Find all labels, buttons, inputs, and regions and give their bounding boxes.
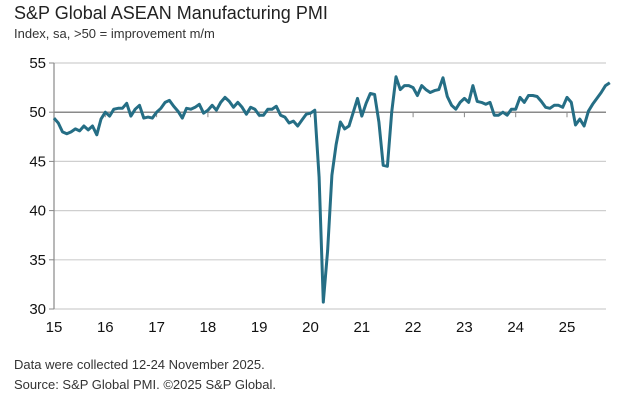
x-tick-label: 22 [405,319,422,336]
x-tick-label: 23 [456,319,473,336]
collection-note: Data were collected 12-24 November 2025. [14,357,265,372]
chart-subtitle: Index, sa, >50 = improvement m/m [14,26,215,41]
x-tick-label: 19 [251,319,268,336]
y-tick-label: 30 [29,301,46,318]
x-tick-label: 17 [148,319,165,336]
y-tick-label: 35 [29,252,46,269]
y-tick-label: 40 [29,203,46,220]
x-tick-label: 15 [46,319,63,336]
x-tick-label: 16 [97,319,114,336]
y-tick-label: 50 [29,104,46,121]
y-tick-label: 55 [29,55,46,72]
x-tick-label: 24 [507,319,524,336]
x-tick-label: 21 [353,319,370,336]
x-tick-label: 20 [302,319,319,336]
x-tick-label: 25 [559,319,576,336]
y-tick-label: 45 [29,153,46,170]
x-tick-label: 18 [200,319,217,336]
source-note: Source: S&P Global PMI. ©2025 S&P Global… [14,377,277,392]
chart-title: S&P Global ASEAN Manufacturing PMI [14,3,328,23]
pmi-series-line [52,75,611,304]
